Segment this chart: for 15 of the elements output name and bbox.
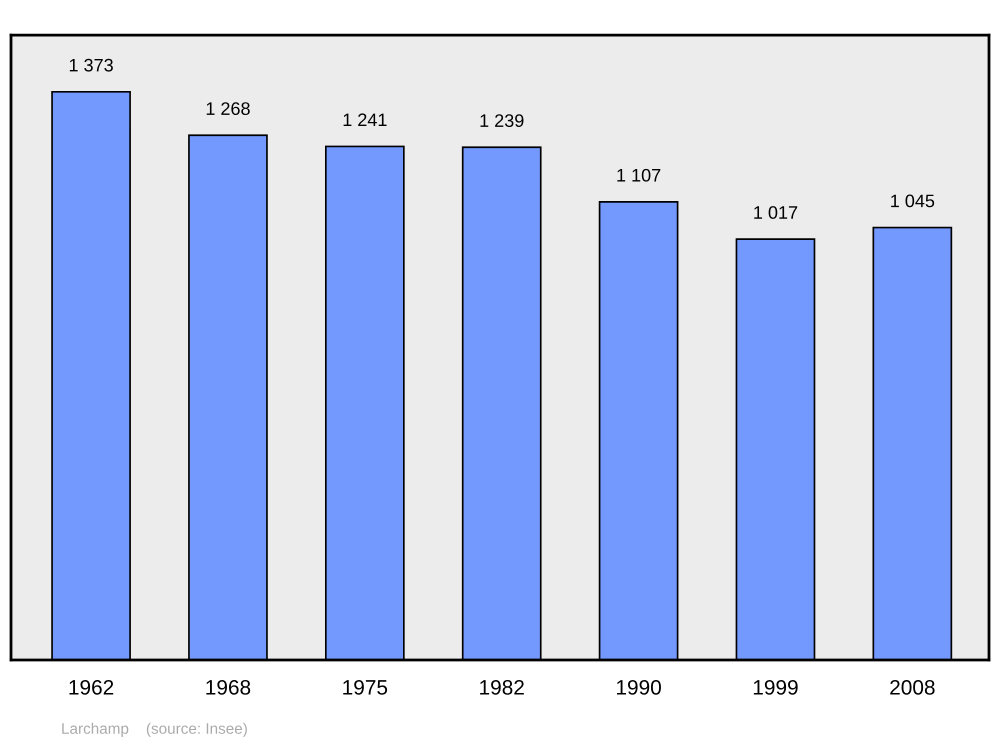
data-label: 1 241 xyxy=(344,113,387,126)
x-tick-label: 1990 xyxy=(617,680,661,695)
x-tick-label: 1982 xyxy=(480,680,524,695)
x-tick-label: 2008 xyxy=(890,680,935,695)
x-tick-label: 1975 xyxy=(343,680,388,695)
data-label: 1 045 xyxy=(891,194,934,208)
data-label: 1 107 xyxy=(617,168,660,182)
data-label: 1 239 xyxy=(480,114,524,128)
data-label: 1 017 xyxy=(754,206,798,219)
text: Larchamp (source: Insee) xyxy=(62,722,247,737)
x-tick-label: 1999 xyxy=(754,680,798,695)
x-tick-label: 1968 xyxy=(206,680,250,695)
data-label: 1 373 xyxy=(70,58,113,72)
x-tick-label: 1962 xyxy=(69,680,114,695)
data-label: 1 268 xyxy=(206,102,250,116)
